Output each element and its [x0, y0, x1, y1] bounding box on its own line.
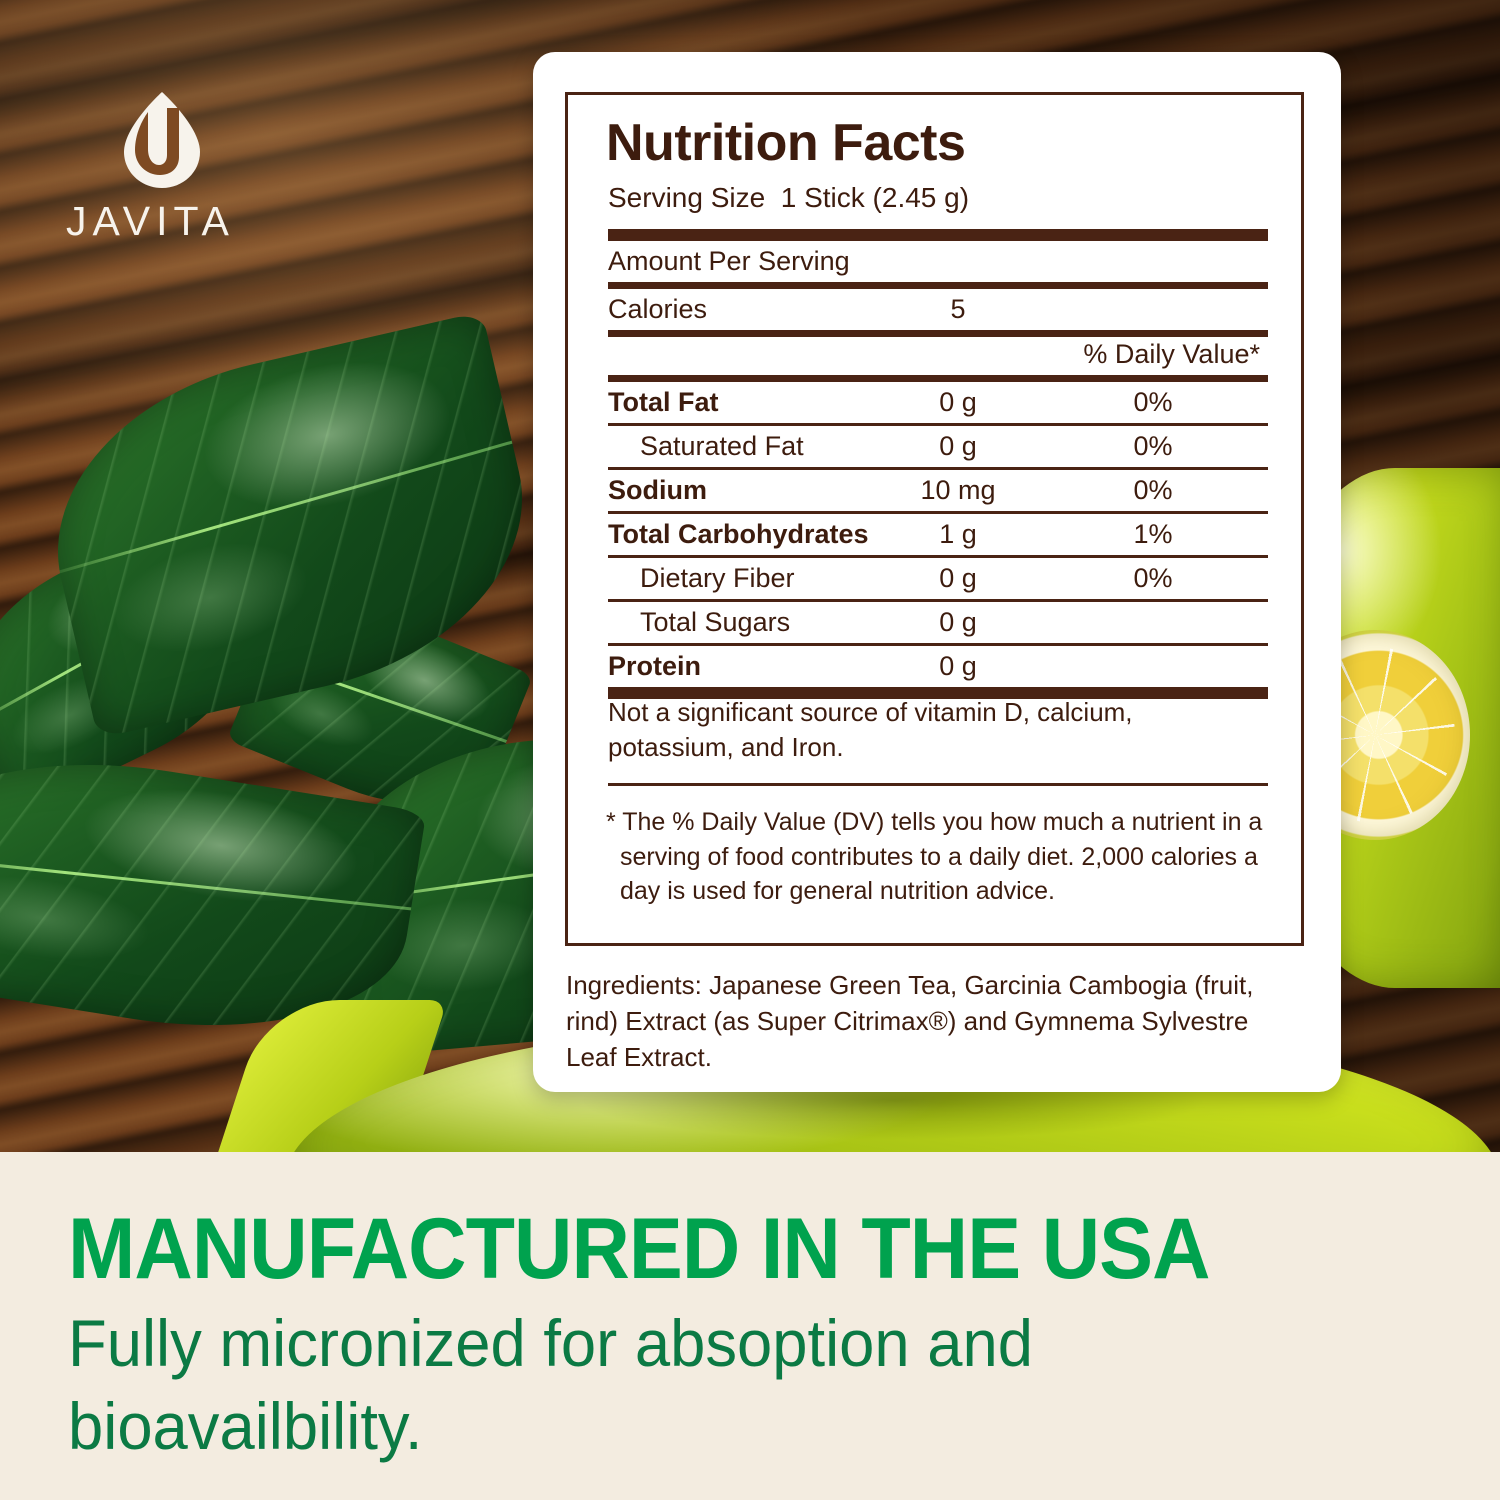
rule	[608, 599, 1268, 602]
nutrient-amount: 0 g	[939, 431, 977, 461]
rule	[608, 282, 1268, 289]
nutrient-name: Total Sugars	[640, 607, 791, 637]
amount-per-serving-row: Amount Per Serving	[608, 241, 1268, 282]
rule	[608, 467, 1268, 470]
nutrient-name: Total Carbohydrates	[608, 519, 869, 549]
calories-value: 5	[950, 294, 966, 324]
calories-row: Calories 5	[608, 289, 1268, 330]
product-photo: JAVITA Nutrition Facts Serving Size 1 St…	[0, 0, 1500, 1152]
nutrient-daily-value: 0%	[1133, 475, 1173, 505]
calories-label: Calories	[608, 294, 708, 324]
nutrient-row: Total Fat 0 g 0%	[608, 382, 1268, 423]
nutrition-facts-panel: Nutrition Facts Serving Size 1 Stick (2.…	[565, 92, 1304, 946]
nutrient-name: Total Fat	[608, 387, 719, 417]
bottom-banner: MANUFACTURED IN THE USA Fully micronized…	[0, 1152, 1500, 1500]
nutrient-name: Dietary Fiber	[640, 563, 795, 593]
nutrient-name: Sodium	[608, 475, 707, 505]
nutrient-amount: 0 g	[939, 563, 977, 593]
not-significant-source-note: Not a significant source of vitamin D, c…	[608, 697, 1133, 763]
brand-logo: JAVITA	[66, 92, 296, 244]
nutrient-amount: 0 g	[939, 607, 977, 637]
nutrient-daily-value: 1%	[1133, 519, 1173, 549]
nutrient-daily-value: 0%	[1133, 431, 1173, 461]
nutrient-row: Protein 0 g	[608, 646, 1268, 687]
nutrient-row: Total Sugars 0 g	[608, 602, 1268, 643]
daily-value-header-row: % Daily Value*	[608, 337, 1268, 375]
nutrient-amount: 10 mg	[920, 475, 996, 505]
daily-value-header: % Daily Value*	[1083, 339, 1260, 369]
banner-headline: MANUFACTURED IN THE USA	[68, 1201, 1211, 1297]
nutrient-daily-value: 0%	[1133, 387, 1173, 417]
brand-wordmark: JAVITA	[66, 198, 235, 244]
nutrient-name: Saturated Fat	[640, 431, 804, 461]
nutrition-table: Amount Per Serving Calories 5 % Daily Va…	[608, 229, 1268, 699]
nutrient-daily-value: 0%	[1133, 563, 1173, 593]
rule	[608, 423, 1268, 426]
rule	[608, 643, 1268, 646]
ingredients-text: Ingredients: Japanese Green Tea, Garcini…	[566, 970, 1254, 1072]
serving-size-text: Serving Size 1 Stick (2.45 g)	[608, 182, 970, 213]
amount-per-serving-label: Amount Per Serving	[608, 246, 850, 276]
banner-subhead: Fully micronized for absoption and bioav…	[68, 1306, 1033, 1463]
nutrient-row: Saturated Fat 0 g 0%	[608, 426, 1268, 467]
nutrition-facts-title: Nutrition Facts	[606, 114, 966, 172]
javita-droplet-j-icon	[118, 92, 206, 188]
nutrient-amount: 1 g	[939, 519, 977, 549]
rule	[608, 330, 1268, 337]
daily-value-footnote: * The % Daily Value (DV) tells you how m…	[606, 808, 1263, 905]
nutrient-rows: Total Fat 0 g 0% Saturated Fat 0 g 0% Sodium 10…	[608, 382, 1268, 687]
rule	[608, 375, 1268, 382]
rule	[608, 229, 1268, 241]
nutrient-row: Sodium 10 mg 0%	[608, 470, 1268, 511]
rule	[608, 511, 1268, 514]
rule	[608, 555, 1268, 558]
nutrition-facts-card: Nutrition Facts Serving Size 1 Stick (2.…	[533, 52, 1341, 1092]
nutrient-row: Total Carbohydrates 1 g 1%	[608, 514, 1268, 555]
nutrient-row: Dietary Fiber 0 g 0%	[608, 558, 1268, 599]
nutrient-amount: 0 g	[939, 387, 977, 417]
nutrient-amount: 0 g	[939, 651, 977, 681]
nutrient-name: Protein	[608, 651, 702, 681]
rule	[608, 687, 1268, 699]
footnote-separator	[608, 783, 1268, 786]
